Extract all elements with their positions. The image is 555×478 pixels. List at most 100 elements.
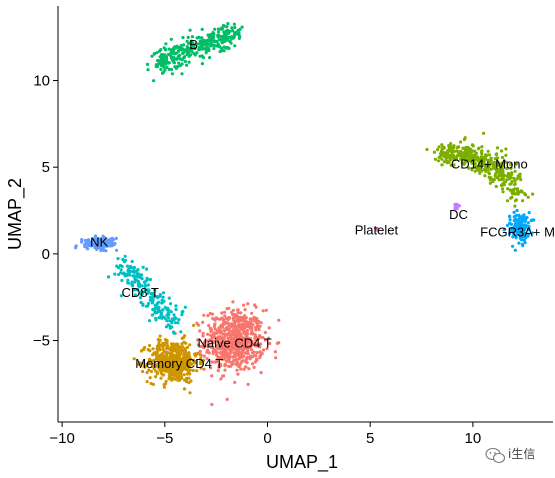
data-point: [480, 152, 484, 156]
data-point: [508, 177, 512, 181]
data-point: [188, 368, 192, 372]
data-point: [141, 302, 145, 306]
data-point: [246, 349, 250, 353]
data-point: [126, 278, 130, 282]
data-point: [468, 156, 472, 160]
data-point: [191, 44, 196, 49]
data-point: [187, 354, 192, 359]
data-point: [206, 342, 210, 346]
data-point: [153, 288, 157, 292]
data-point: [211, 317, 215, 321]
data-point: [492, 177, 496, 182]
data-point: [448, 157, 452, 161]
data-point: [200, 36, 204, 40]
data-point: [227, 315, 231, 320]
data-point: [530, 231, 534, 235]
data-point: [152, 366, 156, 371]
data-point: [510, 195, 514, 199]
data-point: [514, 162, 519, 166]
data-point: [253, 316, 258, 320]
data-point: [174, 304, 178, 308]
data-point: [480, 145, 484, 149]
data-point: [521, 219, 525, 223]
data-point: [203, 340, 207, 344]
data-point: [90, 238, 94, 242]
data-point: [199, 344, 203, 349]
data-point: [250, 317, 254, 321]
data-point: [195, 36, 199, 40]
data-point: [177, 318, 181, 322]
data-point: [163, 53, 167, 57]
data-point: [193, 53, 197, 57]
data-point: [246, 382, 250, 386]
data-point: [106, 275, 111, 279]
data-point: [191, 368, 195, 373]
data-point: [487, 171, 491, 175]
data-point: [513, 183, 517, 187]
data-point: [452, 149, 456, 153]
data-point: [132, 357, 136, 361]
watermark: i生信: [485, 447, 535, 464]
data-point: [164, 325, 168, 329]
data-point: [230, 26, 234, 30]
data-point: [515, 229, 519, 233]
data-point: [147, 361, 151, 365]
data-point: [201, 334, 205, 338]
data-point: [249, 322, 253, 326]
data-point: [452, 144, 456, 148]
data-point: [254, 354, 258, 358]
data-point: [523, 241, 527, 245]
data-point: [518, 175, 522, 179]
y-tick-label: 0: [42, 246, 50, 263]
data-point: [169, 366, 173, 370]
data-point: [137, 282, 141, 286]
watermark-text: i生信: [508, 447, 535, 461]
data-point: [196, 323, 200, 327]
data-point: [505, 199, 510, 203]
data-point: [239, 361, 243, 365]
data-point: [133, 280, 137, 284]
data-point: [215, 39, 219, 44]
data-point: [147, 368, 151, 372]
data-point: [267, 336, 271, 340]
data-point: [178, 352, 182, 356]
data-point: [218, 347, 222, 351]
data-point: [527, 225, 531, 229]
data-point: [157, 345, 161, 350]
data-point: [195, 51, 199, 55]
data-point: [161, 348, 165, 352]
data-point: [167, 47, 171, 51]
data-point: [482, 131, 486, 135]
data-point: [120, 264, 124, 269]
data-point: [189, 379, 193, 383]
cluster-points-b: [145, 22, 244, 83]
data-point: [511, 228, 515, 232]
data-point: [169, 310, 173, 314]
data-point: [250, 329, 254, 333]
data-point: [453, 157, 457, 161]
data-point: [258, 324, 262, 328]
data-point: [210, 374, 214, 378]
data-point: [492, 164, 496, 168]
data-point: [142, 347, 146, 352]
data-point: [116, 257, 120, 261]
data-point: [164, 379, 168, 384]
data-point: [449, 142, 453, 146]
data-point: [223, 30, 227, 34]
data-point: [173, 377, 177, 381]
data-point: [239, 355, 243, 359]
data-point: [448, 144, 452, 148]
data-point: [506, 223, 510, 227]
data-point: [191, 358, 195, 362]
data-point: [254, 305, 258, 309]
data-point: [119, 268, 123, 272]
data-point: [437, 145, 441, 149]
data-point: [480, 169, 484, 173]
data-point: [232, 319, 236, 323]
data-point: [183, 353, 187, 357]
data-point: [484, 153, 488, 157]
data-point: [132, 268, 136, 272]
data-point: [483, 157, 488, 161]
data-point: [236, 323, 240, 327]
data-point: [200, 361, 204, 365]
